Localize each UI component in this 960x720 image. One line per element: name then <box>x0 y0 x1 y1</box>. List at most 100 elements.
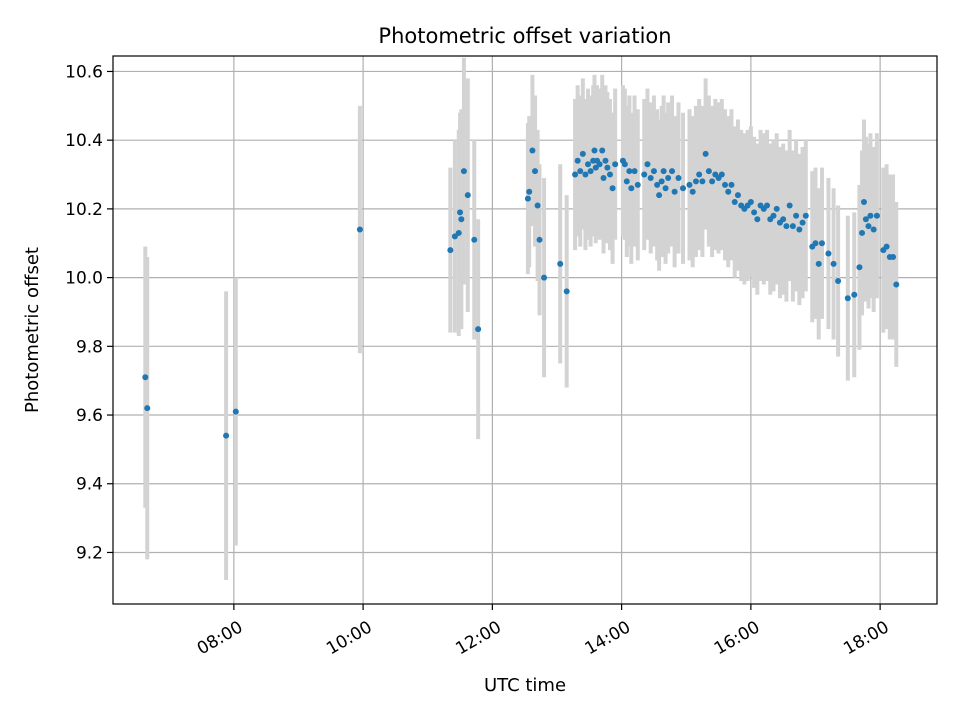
data-point <box>144 405 151 412</box>
data-point <box>572 171 579 178</box>
y-tick-label: 9.8 <box>76 337 103 357</box>
data-point <box>731 199 738 206</box>
data-point <box>451 233 458 240</box>
data-point <box>587 168 594 175</box>
data-point <box>662 185 669 192</box>
x-axis-label: UTC time <box>484 675 566 696</box>
data-point <box>870 226 877 233</box>
y-tick-label: 10.4 <box>65 131 103 151</box>
data-point <box>458 216 465 223</box>
data-point <box>725 188 732 195</box>
y-tick-label: 9.4 <box>76 475 103 495</box>
data-point <box>579 150 586 157</box>
y-axis-label: Photometric offset <box>22 247 43 413</box>
data-point <box>591 147 598 154</box>
data-point <box>534 202 541 209</box>
data-point <box>890 253 897 260</box>
data-point <box>796 226 803 233</box>
data-point <box>789 223 796 230</box>
data-point <box>793 212 800 219</box>
data-point <box>475 326 482 333</box>
data-point <box>647 174 654 181</box>
y-tick-label: 10.6 <box>65 62 103 82</box>
data-point <box>532 168 539 175</box>
data-point <box>460 168 467 175</box>
data-point <box>893 281 900 288</box>
data-point <box>574 157 581 164</box>
data-point <box>612 161 619 168</box>
data-point <box>585 161 592 168</box>
data-point <box>600 174 607 181</box>
data-point <box>604 164 611 171</box>
data-point <box>709 178 716 185</box>
data-point <box>631 168 638 175</box>
data-point <box>675 174 682 181</box>
data-point <box>457 209 464 216</box>
data-point <box>860 199 867 206</box>
data-point <box>686 181 693 188</box>
data-point <box>799 219 806 226</box>
data-point <box>623 178 630 185</box>
y-tick-label: 10.0 <box>65 269 103 289</box>
data-point <box>541 274 548 281</box>
data-point <box>867 212 874 219</box>
chart-title: Photometric offset variation <box>378 24 671 48</box>
data-point <box>830 260 837 267</box>
data-point <box>644 161 651 168</box>
data-point <box>883 243 890 250</box>
data-point <box>660 168 667 175</box>
data-point <box>658 178 665 185</box>
y-tick-label: 10.2 <box>65 200 103 220</box>
data-point <box>626 168 633 175</box>
data-point <box>596 161 603 168</box>
data-point <box>223 432 230 439</box>
data-point <box>722 181 729 188</box>
data-points <box>142 147 900 439</box>
data-point <box>680 185 687 192</box>
data-point <box>851 291 858 298</box>
data-point <box>689 188 696 195</box>
data-point <box>696 171 703 178</box>
data-point <box>142 374 149 381</box>
data-point <box>873 212 880 219</box>
data-point <box>802 212 809 219</box>
data-point <box>582 171 589 178</box>
data-point <box>844 295 851 302</box>
data-point <box>447 247 454 254</box>
data-point <box>770 212 777 219</box>
data-point <box>699 178 706 185</box>
data-point <box>606 171 613 178</box>
y-tick-label: 9.2 <box>76 543 103 563</box>
data-point <box>692 178 699 185</box>
data-point <box>835 278 842 285</box>
data-point <box>464 192 471 199</box>
data-point <box>536 236 543 243</box>
y-tick-label: 9.6 <box>76 406 103 426</box>
data-point <box>650 168 657 175</box>
data-point <box>780 216 787 223</box>
data-point <box>734 192 741 199</box>
y-axis-ticks: 9.2 9.4 9.6 9.8 10.0 10.2 10.4 10.6 <box>65 62 113 563</box>
data-point <box>669 168 676 175</box>
data-point <box>609 185 616 192</box>
data-point <box>773 205 780 212</box>
data-point <box>812 240 819 247</box>
data-point <box>764 202 771 209</box>
data-point <box>818 240 825 247</box>
data-point <box>702 150 709 157</box>
data-point <box>705 168 712 175</box>
data-point <box>665 174 672 181</box>
data-point <box>718 171 725 178</box>
data-point <box>563 288 570 295</box>
data-point <box>641 171 648 178</box>
data-point <box>599 147 606 154</box>
data-point <box>671 188 678 195</box>
data-point <box>602 157 609 164</box>
data-point <box>628 185 635 192</box>
plot-frame <box>112 55 938 605</box>
data-point <box>865 223 872 230</box>
data-point <box>786 202 793 209</box>
data-point <box>783 223 790 230</box>
data-point <box>815 260 822 267</box>
